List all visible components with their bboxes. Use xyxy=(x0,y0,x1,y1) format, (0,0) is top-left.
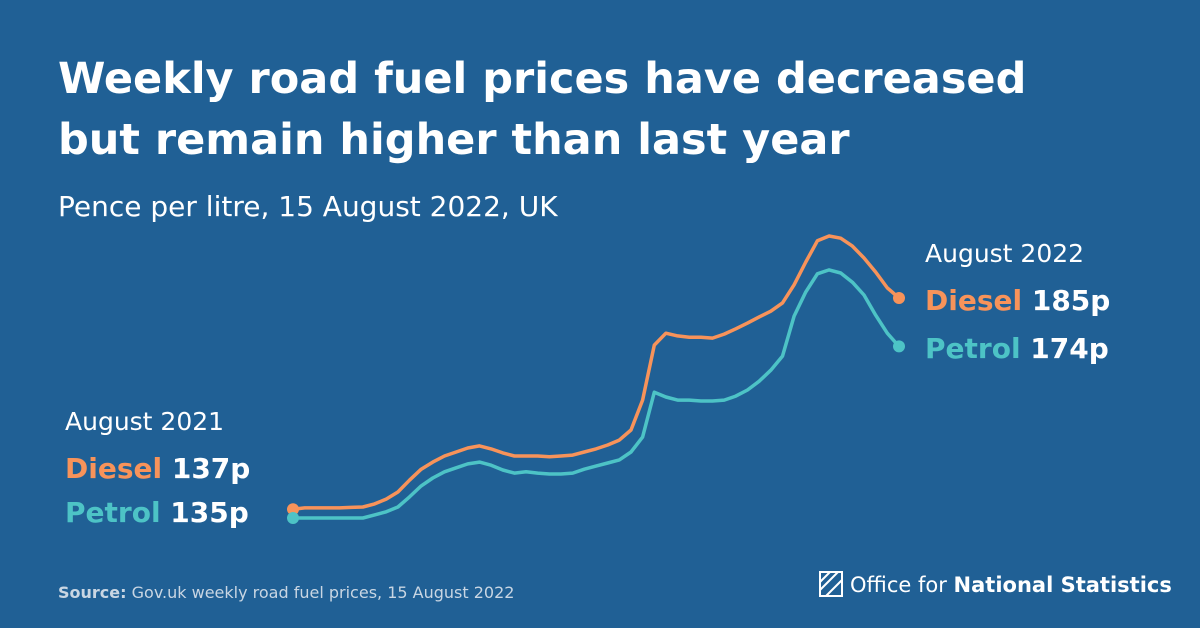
source-label: Source: xyxy=(58,583,127,602)
chart-title: but remain higher than last year xyxy=(58,115,850,165)
end-period: August 2022 xyxy=(925,239,1084,268)
series-name: Petrol xyxy=(925,332,1021,365)
chart-title: Weekly road fuel prices have decreased xyxy=(58,54,1026,104)
source: Source: Gov.uk weekly road fuel prices, … xyxy=(58,583,514,602)
start-dot xyxy=(287,512,299,524)
start-label: Diesel 137p xyxy=(65,452,250,485)
source-text: Gov.uk weekly road fuel prices, 15 Augus… xyxy=(132,583,515,602)
chart-subtitle: Pence per litre, 15 August 2022, UK xyxy=(58,190,558,223)
logo-prefix: Office for xyxy=(850,573,947,597)
logo-text: Office for National Statistics xyxy=(850,573,1172,597)
end-dot xyxy=(893,292,905,305)
start-value: 135p xyxy=(170,496,249,529)
end-label: Diesel 185p xyxy=(925,284,1110,317)
logo-icon xyxy=(819,571,843,597)
series-name: Diesel xyxy=(65,452,162,485)
end-label: Petrol 174p xyxy=(925,332,1109,365)
series-name: Petrol xyxy=(65,496,161,529)
series-name: Diesel xyxy=(925,284,1022,317)
series-line xyxy=(293,268,901,520)
start-dot xyxy=(287,503,299,516)
series-line xyxy=(292,234,901,511)
start-value: 137p xyxy=(172,452,251,485)
end-value: 174p xyxy=(1030,332,1109,365)
start-label: Petrol 135p xyxy=(65,496,249,529)
start-period: August 2021 xyxy=(65,407,224,436)
end-value: 185p xyxy=(1032,284,1111,317)
logo-name: National Statistics xyxy=(954,573,1172,597)
end-dot xyxy=(893,340,905,353)
